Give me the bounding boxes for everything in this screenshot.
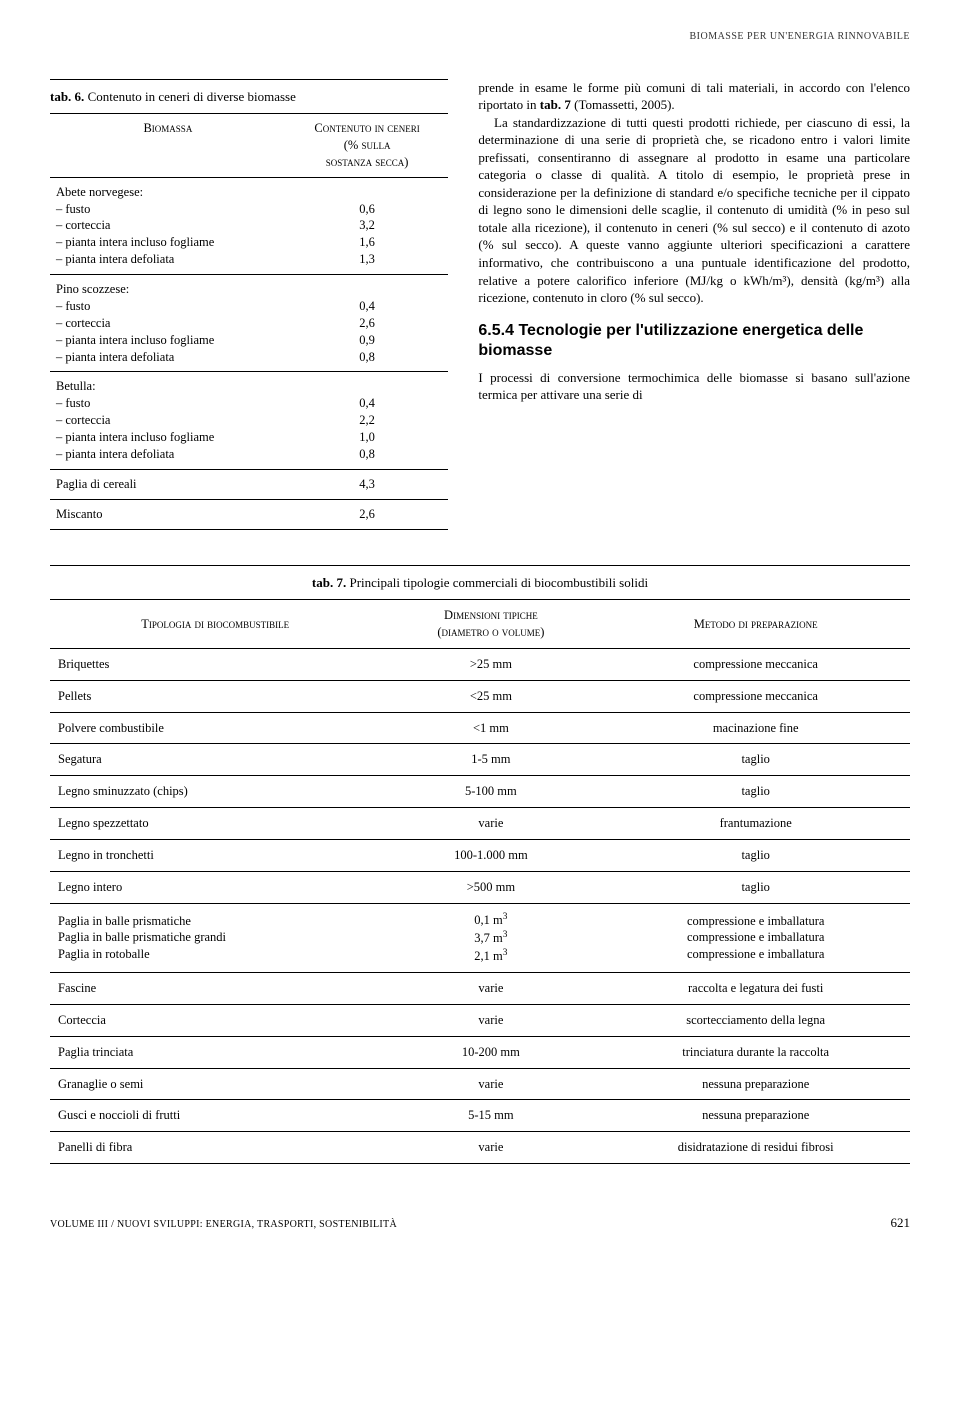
table-cell: taglio — [601, 776, 910, 808]
table-cell: varie — [380, 1004, 601, 1036]
section-heading: 6.5.4 Tecnologie per l'utilizzazione ene… — [478, 321, 910, 361]
p1-tail: (Tomassetti, 2005). — [571, 97, 675, 112]
body-paragraph-3: I processi di conversione termochimica d… — [478, 369, 910, 404]
body-paragraph-2: La standardizzazione di tutti questi pro… — [478, 114, 910, 307]
tab6-col2-h-line3: sostanza secca) — [326, 155, 409, 169]
table-7-caption-bold: tab. 7. — [312, 575, 346, 590]
table-row: Paglia di cereali — [50, 469, 286, 499]
tab7-header-3: Metodo di preparazione — [601, 600, 910, 649]
tab7-h2-line2: (diametro o volume) — [437, 625, 544, 639]
tab6-col2-header: Contenuto in ceneri (% sulla sostanza se… — [286, 114, 449, 178]
table-cell: Fascine — [50, 972, 380, 1004]
table-cell: compressione meccanica — [601, 680, 910, 712]
table-cell-value: 2,6 — [286, 499, 449, 529]
table-cell: frantumazione — [601, 808, 910, 840]
table-cell-values: 0,42,60,90,8 — [286, 275, 449, 372]
table-7-caption-text: Principali tipologie commerciali di bioc… — [346, 575, 648, 590]
table-cell: Pellets — [50, 680, 380, 712]
body-paragraph-1: prende in esame le forme più comuni di t… — [478, 79, 910, 114]
table-cell: nessuna preparazione — [601, 1068, 910, 1100]
table-row: Abete norvegese:fustocortecciapianta int… — [50, 177, 286, 274]
table-cell: varie — [380, 1068, 601, 1100]
page-footer: VOLUME III / NUOVI SVILUPPI: ENERGIA, TR… — [50, 1214, 910, 1232]
page-number: 621 — [891, 1214, 911, 1232]
table-cell: taglio — [601, 744, 910, 776]
table-cell: Corteccia — [50, 1004, 380, 1036]
table-cell-values: 0,63,21,61,3 — [286, 177, 449, 274]
table-cell: <1 mm — [380, 712, 601, 744]
tab7-header-1: Tipologia di biocombustibile — [50, 600, 380, 649]
table-row: Pino scozzese:fustocortecciapianta inter… — [50, 275, 286, 372]
table-cell: >500 mm — [380, 871, 601, 903]
table-cell: compressione meccanica — [601, 648, 910, 680]
table-cell: disidratazione di residui fibrosi — [601, 1132, 910, 1164]
table-cell: Granaglie o semi — [50, 1068, 380, 1100]
table-cell: scortecciamento della legna — [601, 1004, 910, 1036]
table-cell: 5-15 mm — [380, 1100, 601, 1132]
table-cell: trinciatura durante la raccolta — [601, 1036, 910, 1068]
table-cell: Legno intero — [50, 871, 380, 903]
table-cell: varie — [380, 808, 601, 840]
table-6-caption-text: Contenuto in ceneri di diverse biomasse — [84, 89, 296, 104]
tab6-col2-h-line1: Contenuto in ceneri — [314, 121, 419, 135]
table-cell: Briquettes — [50, 648, 380, 680]
table-7-caption: tab. 7. Principali tipologie commerciali… — [50, 566, 910, 600]
table-6-container: tab. 6. Contenuto in ceneri di diverse b… — [50, 79, 448, 530]
table-cell: 100-1.000 mm — [380, 840, 601, 872]
table-cell-value: 4,3 — [286, 469, 449, 499]
footer-volume: VOLUME III / NUOVI SVILUPPI: ENERGIA, TR… — [50, 1218, 397, 1232]
section-number: 6.5.4 — [478, 322, 514, 339]
table-cell: varie — [380, 1132, 601, 1164]
table-cell: Polvere combustibile — [50, 712, 380, 744]
table-6-caption: tab. 6. Contenuto in ceneri di diverse b… — [50, 80, 448, 114]
table-cell: Gusci e noccioli di frutti — [50, 1100, 380, 1132]
table-cell: 5-100 mm — [380, 776, 601, 808]
table-cell: nessuna preparazione — [601, 1100, 910, 1132]
tab6-col2-h-line2: (% sulla — [344, 138, 391, 152]
left-column: tab. 6. Contenuto in ceneri di diverse b… — [50, 79, 448, 530]
table-cell: taglio — [601, 871, 910, 903]
table-cell: >25 mm — [380, 648, 601, 680]
table-cell: 0,1 m33,7 m32,1 m3 — [380, 903, 601, 972]
table-cell-values: 0,42,21,00,8 — [286, 372, 449, 469]
section-title-text: Tecnologie per l'utilizzazione energetic… — [478, 322, 863, 359]
table-cell: Legno sminuzzato (chips) — [50, 776, 380, 808]
table-cell: Paglia trinciata — [50, 1036, 380, 1068]
table-row: Miscanto — [50, 499, 286, 529]
table-7-container: tab. 7. Principali tipologie commerciali… — [50, 565, 910, 1165]
table-cell: <25 mm — [380, 680, 601, 712]
table-cell: Legno spezzettato — [50, 808, 380, 840]
table-cell: raccolta e legatura dei fusti — [601, 972, 910, 1004]
table-7: Tipologia di biocombustibile Dimensioni … — [50, 599, 910, 1164]
tab7-header-2: Dimensioni tipiche (diametro o volume) — [380, 600, 601, 649]
top-two-column: tab. 6. Contenuto in ceneri di diverse b… — [50, 79, 910, 530]
right-column: prende in esame le forme più comuni di t… — [478, 79, 910, 530]
table-cell: Legno in tronchetti — [50, 840, 380, 872]
table-cell: Paglia in balle prismatichePaglia in bal… — [50, 903, 380, 972]
table-cell: Segatura — [50, 744, 380, 776]
tab6-col1-header: Biomassa — [50, 114, 286, 178]
table-cell: 1-5 mm — [380, 744, 601, 776]
table-cell: varie — [380, 972, 601, 1004]
table-cell: 10-200 mm — [380, 1036, 601, 1068]
tab7-h2-line1: Dimensioni tipiche — [444, 608, 538, 622]
table-row: Betulla:fustocortecciapianta intera incl… — [50, 372, 286, 469]
table-6-caption-bold: tab. 6. — [50, 89, 84, 104]
table-6: Biomassa Contenuto in ceneri (% sulla so… — [50, 113, 448, 530]
table-cell: macinazione fine — [601, 712, 910, 744]
table-cell: Panelli di fibra — [50, 1132, 380, 1164]
table-cell: compressione e imballaturacompressione e… — [601, 903, 910, 972]
running-head: BIOMASSE PER UN'ENERGIA RINNOVABILE — [50, 30, 910, 44]
table-cell: taglio — [601, 840, 910, 872]
p1-bold: tab. 7 — [540, 97, 571, 112]
